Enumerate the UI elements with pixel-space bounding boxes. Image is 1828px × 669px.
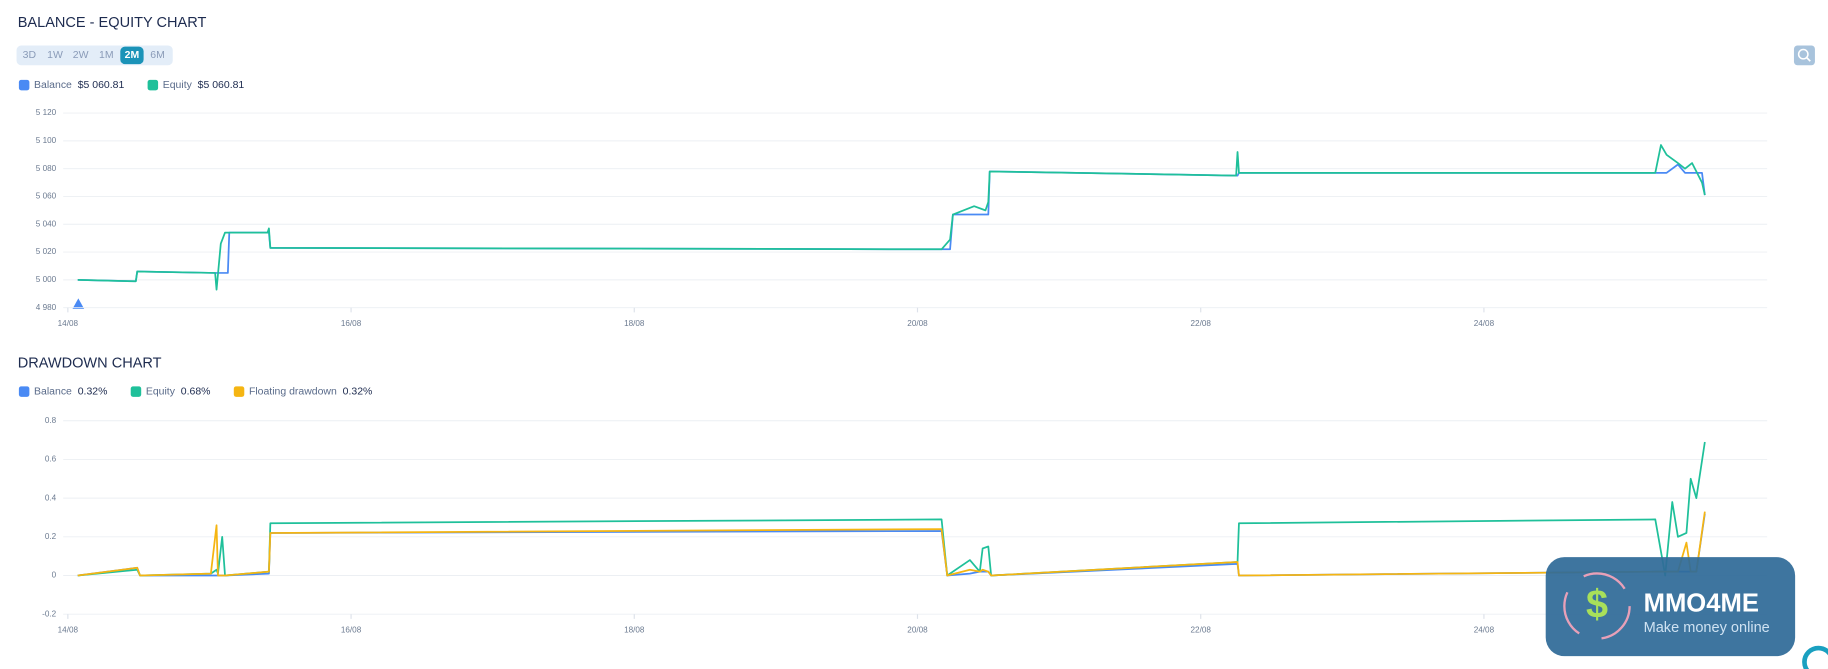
- period-bar: [16, 45, 173, 66]
- x-tick-label: 14/08: [58, 626, 79, 635]
- legend-swatch: [147, 79, 159, 91]
- zoom-icon: [1797, 48, 1809, 60]
- x-tick-label: 22/08: [1191, 319, 1212, 328]
- watermark: $ MMO4ME Make money online: [1545, 557, 1796, 657]
- y-tick-label: 0.4: [45, 493, 57, 502]
- watermark-brand: MMO4ME: [1644, 590, 1759, 618]
- x-tick-label: 14/08: [58, 319, 79, 328]
- x-tick-label: 20/08: [907, 626, 928, 635]
- legend-name: Balance: [34, 80, 72, 91]
- y-tick-label: -0.2: [42, 609, 57, 618]
- x-tick-label: 22/08: [1191, 626, 1212, 635]
- legend-swatch: [18, 386, 30, 397]
- zoom-button[interactable]: [1793, 45, 1815, 66]
- x-tick-label: 16/08: [341, 319, 362, 328]
- period-button[interactable]: 3D: [23, 50, 37, 61]
- zoom-icon: [1806, 57, 1811, 62]
- watermark-box: [1545, 557, 1796, 657]
- watermark-tagline: Make money online: [1644, 620, 1770, 636]
- legend-name: Floating drawdown: [249, 386, 337, 397]
- y-tick-label: 5 020: [36, 247, 57, 256]
- legend-value: 0.32%: [78, 386, 108, 397]
- trade-marker: [72, 298, 85, 309]
- watermark-dollar: $: [1586, 583, 1608, 627]
- legend-value: 0.32%: [343, 386, 373, 397]
- y-tick-label: 0.2: [45, 532, 57, 541]
- y-tick-label: 0.6: [45, 455, 57, 464]
- period-button[interactable]: 2M: [125, 50, 140, 61]
- y-tick-label: 0: [52, 571, 57, 580]
- period-active: [120, 46, 144, 65]
- y-tick-label: 0.8: [45, 416, 57, 425]
- x-tick-label: 20/08: [907, 319, 928, 328]
- y-tick-label: 5 040: [36, 219, 57, 228]
- chart-title: DRAWDOWN CHART: [18, 355, 162, 371]
- legend-value: $5 060.81: [198, 80, 245, 91]
- series-line: [77, 441, 1706, 577]
- y-tick-label: 5 080: [36, 164, 57, 173]
- legend-swatch: [233, 386, 245, 397]
- y-tick-label: 4 980: [36, 303, 57, 312]
- y-tick-label: 5 000: [36, 275, 57, 284]
- period-button[interactable]: 1M: [99, 50, 114, 61]
- x-tick-label: 16/08: [341, 626, 362, 635]
- legend-swatch: [130, 386, 142, 397]
- series-line: [77, 163, 1706, 283]
- x-tick-label: 18/08: [624, 626, 645, 635]
- legend-name: Equity: [146, 386, 176, 397]
- chart-title: BALANCE - EQUITY CHART: [18, 15, 207, 31]
- watermark-ring: [1563, 572, 1631, 640]
- help-button[interactable]: [1802, 645, 1828, 669]
- y-tick-label: 5 100: [36, 136, 57, 145]
- period-button[interactable]: 6M: [150, 50, 165, 61]
- period-button[interactable]: 1W: [47, 50, 63, 61]
- legend-value: 0.68%: [181, 386, 211, 397]
- legend-value: $5 060.81: [78, 80, 125, 91]
- legend-swatch: [18, 79, 30, 91]
- legend-name: Equity: [163, 80, 193, 91]
- x-tick-label: 18/08: [624, 319, 645, 328]
- y-tick-label: 5 120: [36, 108, 57, 117]
- series-line: [77, 144, 1706, 291]
- legend-name: Balance: [34, 386, 72, 397]
- x-tick-label: 24/08: [1474, 319, 1495, 328]
- x-tick-label: 24/08: [1474, 626, 1495, 635]
- y-tick-label: 5 060: [36, 192, 57, 201]
- period-button[interactable]: 2W: [73, 50, 89, 61]
